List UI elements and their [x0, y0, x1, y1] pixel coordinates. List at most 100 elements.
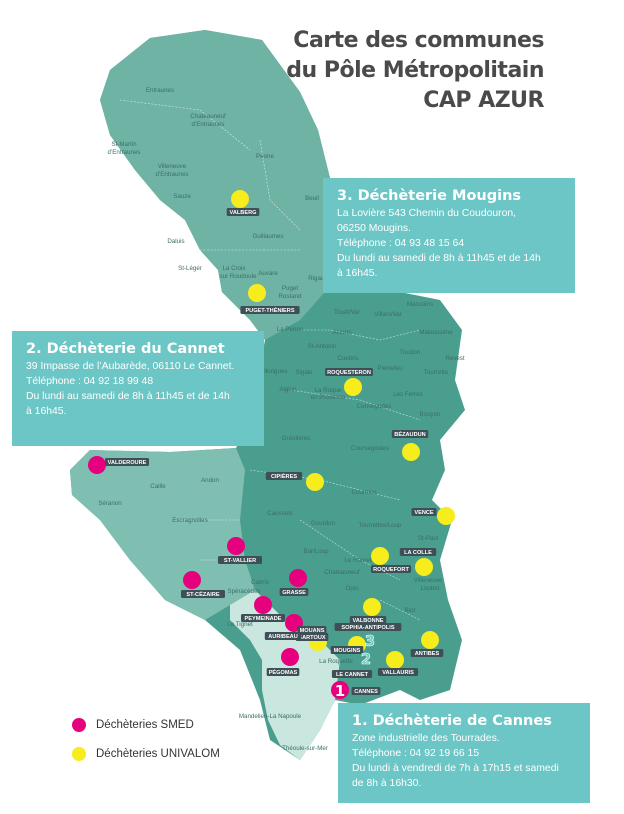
marker-univalom-bezaudun[interactable] [402, 443, 420, 461]
place-label-lapenne: La Penne [277, 326, 304, 333]
commune-tag-lacolle: LA COLLE [404, 550, 432, 556]
marker-smed-grasse[interactable] [289, 569, 307, 587]
panel-mougins-hours-2: à 16h45. [337, 268, 378, 279]
marker-univalom-lacolle[interactable] [415, 558, 433, 576]
commune-tag-bg-valberg [226, 208, 260, 216]
place-label-daluis: Daluis [167, 238, 184, 245]
marker-smed-pegomas[interactable] [281, 648, 299, 666]
marker-univalom-puget[interactable] [248, 284, 266, 302]
commune-tag-auribeau: AURIBEAU [268, 634, 298, 640]
commune-tag-bg-grasse [279, 588, 309, 596]
place-label-greolieres: Gréolières [282, 435, 311, 442]
place-label-massoins: Massoins [407, 301, 433, 308]
dechetterie-markers [88, 190, 455, 699]
place-label-peone: Peone [256, 153, 274, 160]
marker-univalom-antibes[interactable] [421, 631, 439, 649]
marker-smed-cannes[interactable] [331, 681, 349, 699]
map-title-line-1: Carte des communes [293, 28, 544, 53]
place-label-lerouret: Le Rouret [344, 557, 371, 564]
panel-cannet-hours-1: Du lundi au samedi de 8h à 11h45 et de 1… [26, 391, 230, 402]
commune-tag-bg-auribeau [264, 632, 302, 640]
dechetterie-number-3: 3 [365, 632, 375, 650]
commune-tag-puget: PUGET-THÉNIERS [245, 306, 294, 314]
place-label-theoule: Théoule-sur-Mer [282, 745, 328, 752]
place-label-toudon: Toudon [400, 349, 421, 356]
marker-univalom-cipieres[interactable] [306, 473, 324, 491]
marker-smed-stvallier[interactable] [227, 537, 245, 555]
place-label-lacroix1: La Croix [222, 265, 246, 272]
marker-smed-valderoure[interactable] [88, 456, 106, 474]
commune-tag-bg-roquefort [370, 565, 412, 573]
marker-univalom-vallauris[interactable] [386, 651, 404, 669]
place-label-caille: Caille [150, 483, 166, 490]
marker-univalom-vence[interactable] [437, 507, 455, 525]
place-label-mandelieu: Mandelieu-La Napoule [239, 713, 302, 720]
panel-mougins-hours-1: Du lundi au samedi de 8h à 11h45 et de 1… [337, 253, 541, 264]
place-label-seranon: Séranon [98, 500, 122, 507]
place-label-puget1: Puget [282, 285, 298, 292]
dechetterie-number-2: 2 [361, 650, 371, 668]
commune-tag-mougins: MOUGINS [334, 648, 361, 654]
commune-tag-lecannet: LE CANNET [336, 672, 369, 678]
commune-tag-bg-puget [240, 306, 300, 314]
place-label-andon: Andon [201, 477, 219, 484]
place-label-lacroix2: sur Roudoule [220, 273, 257, 280]
place-label-letignet: Le Tignet [227, 621, 253, 628]
place-label-conségudes: Conségudes [357, 403, 392, 410]
commune-tag-bg-mougins [330, 646, 364, 654]
commune-tag-valbonne1: VALBONNE [353, 618, 384, 624]
place-label-villarsvar: Villars/Var [374, 311, 402, 318]
marker-smed-peymeinade[interactable] [254, 596, 272, 614]
commune-tag-bg-mouans2 [295, 633, 329, 641]
place-label-lesferres: Les Ferres [393, 391, 423, 398]
legend-univalom: Déchèteries UNIVALOM [72, 747, 220, 761]
place-label-stmartin1: St-Martin [111, 141, 137, 148]
commune-tag-stvallier: ST-VALLIER [224, 558, 256, 564]
place-label-villeneuveloubet1: Villeneuve [414, 577, 443, 584]
commune-tag-bg-vallauris [377, 668, 419, 676]
legend-smed-label: Déchèteries SMED [96, 719, 194, 731]
commune-tag-bg-stvallier [218, 556, 262, 564]
place-label-puget2: Rostand [278, 293, 302, 300]
place-label-villeneuve2: d’Entraunes [155, 171, 188, 178]
place-label-chateauneuf2: d’Entraunes [191, 121, 224, 128]
panel-cannes-address-1: Zone industrielle des Tourrades. [352, 733, 500, 744]
panel-mougins-address-2: 06250 Mougins. [337, 223, 411, 234]
panel-cannet-hours-2: à 16h45. [26, 406, 67, 417]
place-label-stmartin2: d’Entraunes [107, 149, 140, 156]
panel-mougins: 3. Déchèterie Mougins La Lovière 543 Che… [323, 178, 575, 293]
panel-cannes-hours-2: de 8h à 16h30. [352, 778, 422, 789]
map-title-line-2: du Pôle Métropolitain [286, 58, 544, 83]
marker-univalom-valberg[interactable] [231, 190, 249, 208]
place-label-guillaumes: Guillaumes [253, 233, 284, 240]
commune-tag-bg-roquesteron [325, 368, 373, 376]
marker-univalom-valbonne[interactable] [363, 598, 381, 616]
place-label-escragnolles: Escragnolles [172, 517, 207, 524]
commune-tag-vallauris: VALLAURIS [382, 670, 414, 676]
commune-tag-bg-valbonne2 [334, 623, 402, 631]
place-label-tourrettesloup: Tourrettes/Loup [359, 522, 403, 529]
place-label-coursegoules: Coursegoules [351, 445, 389, 452]
marker-univalom-roquefort[interactable] [371, 547, 389, 565]
place-label-stpaul: St-Paul [418, 535, 438, 542]
commune-tag-peymeinade: PEYMEINADE [245, 616, 282, 622]
panel-mougins-title: 3. Déchèterie Mougins [337, 188, 522, 204]
place-label-tourrette: Tourrette [424, 369, 449, 376]
commune-tag-bezaudun: BÉZAUDUN [394, 430, 425, 438]
place-label-aiglun: Aiglun [279, 386, 297, 393]
commune-tag-grasse: GRASSE [282, 590, 306, 596]
panel-cannet-title: 2. Déchèterie du Cannet [26, 341, 225, 357]
place-label-cabris: Cabris [251, 579, 269, 586]
commune-tag-bg-antibes [410, 649, 444, 657]
territory-upper [100, 30, 330, 340]
place-label-chateauneuf: Chateauneuf [324, 569, 360, 576]
marker-smed-stcezaire[interactable] [183, 571, 201, 589]
commune-tag-valberg: VALBERG [230, 210, 257, 216]
commune-tag-bg-valbonne1 [349, 616, 387, 624]
commune-tag-stcezaire: ST-CÉZAIRE [186, 590, 220, 598]
commune-tag-bg-lecannet [331, 670, 373, 678]
marker-univalom-roquesteron[interactable] [344, 378, 362, 396]
place-label-cuebris: Cuebris [337, 355, 358, 362]
commune-tag-cannes: CANNES [354, 689, 378, 695]
panel-mougins-phone: Téléphone : 04 93 48 15 64 [337, 238, 465, 249]
